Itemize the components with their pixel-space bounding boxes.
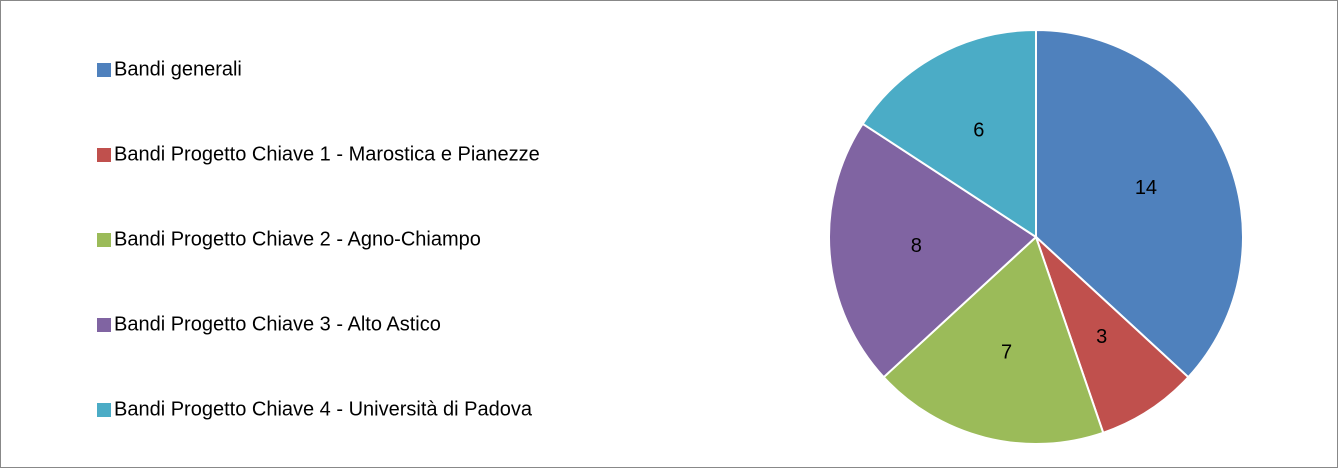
pie-slice bbox=[1035, 28, 1244, 379]
legend-label: Bandi generali bbox=[114, 58, 242, 80]
data-label: 7 bbox=[1001, 342, 1012, 364]
data-label: 14 bbox=[1135, 177, 1157, 199]
legend-label: Bandi Progetto Chiave 2 - Agno-Chiampo bbox=[114, 228, 481, 250]
legend-swatch bbox=[97, 148, 111, 162]
pie-slice bbox=[861, 28, 1037, 239]
data-label: 3 bbox=[1096, 326, 1107, 348]
legend-swatch bbox=[97, 63, 111, 77]
pie-slice bbox=[882, 235, 1105, 445]
pie-slice bbox=[1035, 236, 1190, 435]
legend-swatch bbox=[97, 403, 111, 417]
legend-label: Bandi Progetto Chiave 1 - Marostica e Pi… bbox=[114, 143, 540, 165]
legend-label: Bandi Progetto Chiave 3 - Alto Astico bbox=[114, 313, 441, 335]
data-label: 6 bbox=[973, 120, 984, 142]
pie-slice bbox=[828, 122, 1038, 379]
legend-swatch bbox=[97, 233, 111, 247]
legend-label: Bandi Progetto Chiave 4 - Università di … bbox=[114, 398, 533, 420]
legend-swatch bbox=[97, 318, 111, 332]
data-label: 8 bbox=[911, 235, 922, 257]
